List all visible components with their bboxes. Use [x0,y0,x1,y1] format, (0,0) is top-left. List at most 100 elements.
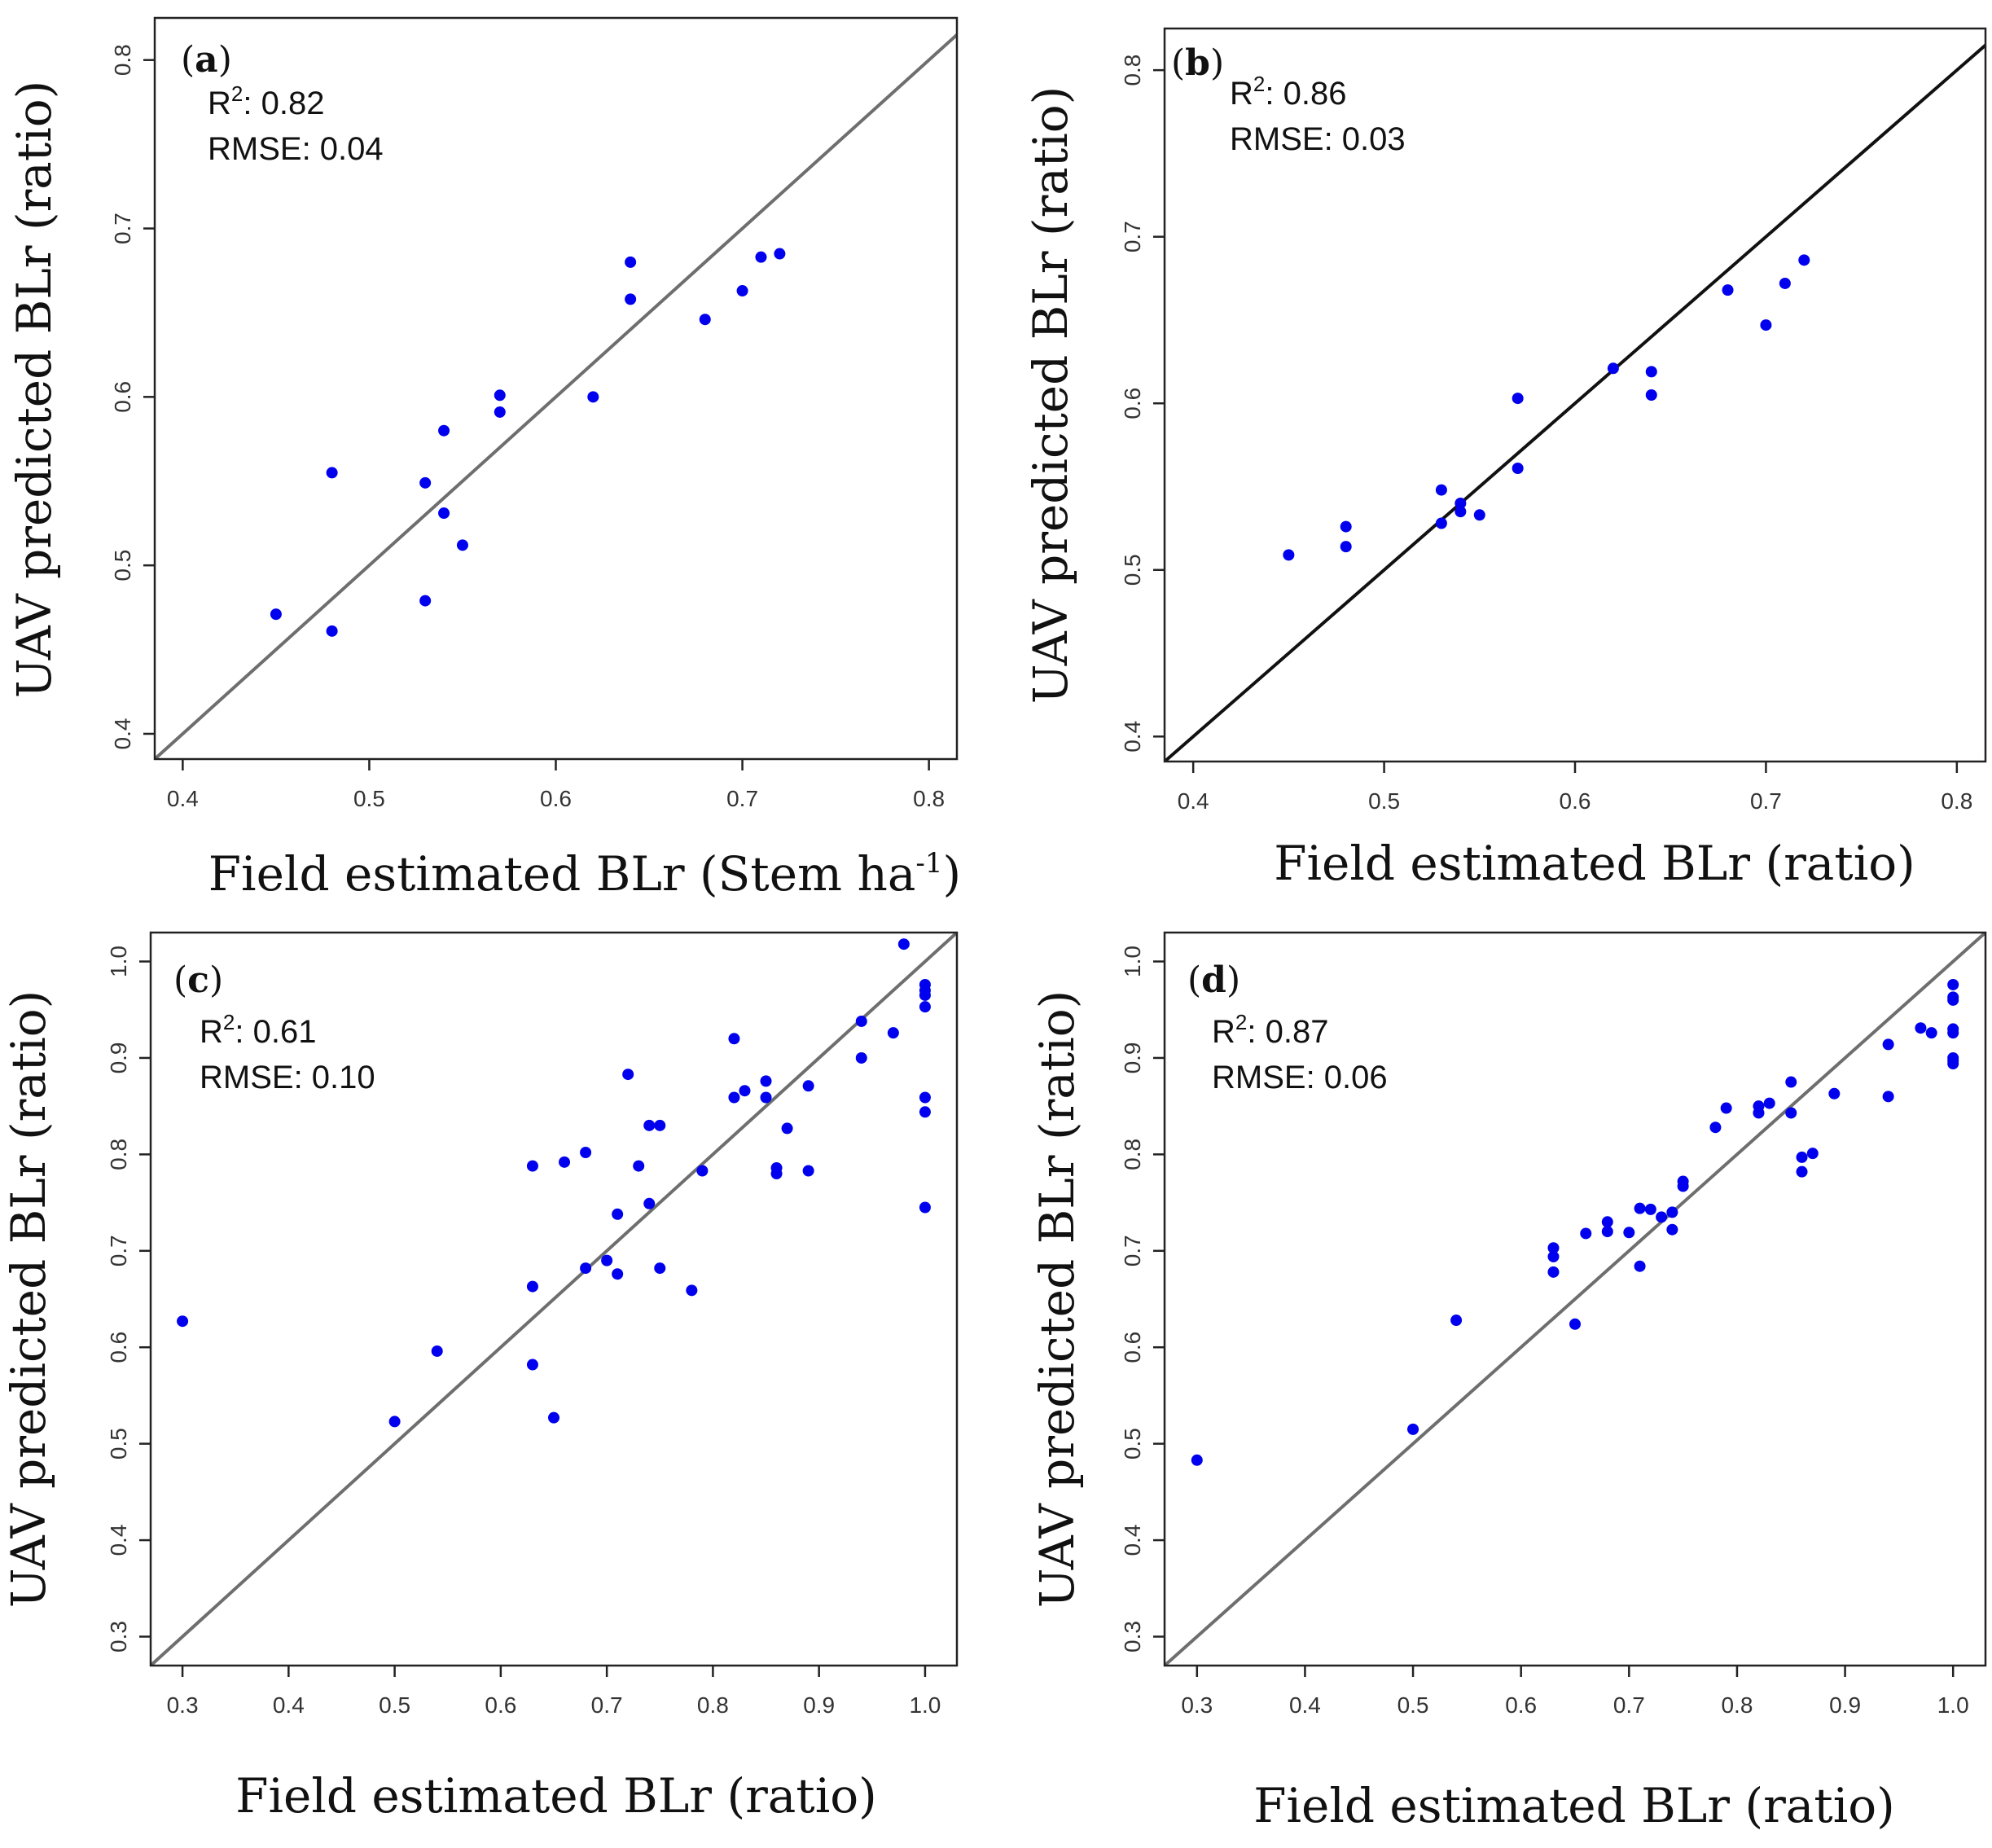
data-point [1607,362,1619,375]
y-tick-label: 0.4 [106,1525,131,1556]
x-tick-label: 0.4 [1289,1692,1321,1718]
panel-a: 0.4 0.5 0.6 0.7 0.8 0.4 0.5 0.6 0.7 0.8 (a)R2: 0.8… [7,16,961,902]
data-point [1806,1148,1819,1160]
data-point [1512,463,1524,474]
rmse-text: RMSE: 0.10 [200,1060,375,1095]
x-tick-label: 0.9 [1829,1692,1861,1718]
y-tick-label: 0.7 [110,213,135,244]
data-point [643,1197,656,1209]
data-point [1191,1454,1203,1466]
r-squared-text: R2: 0.82 [208,81,324,121]
data-point [580,1262,592,1275]
x-tick-label: 0.8 [1941,788,1972,814]
data-point [802,1165,814,1177]
data-point [270,608,282,621]
data-point [1785,1107,1797,1119]
data-point [1601,1226,1613,1238]
x-tick-label: 0.5 [1368,788,1400,814]
data-point [686,1284,698,1297]
y-tick-label: 0.3 [106,1621,131,1653]
data-point [1796,1151,1808,1163]
data-point [1512,393,1524,405]
y-tick-label: 0.5 [106,1428,131,1460]
data-point [1796,1165,1808,1178]
data-point [774,248,786,260]
data-point [728,1091,740,1104]
data-point [1779,277,1791,289]
x-tick-label: 0.7 [726,786,758,811]
data-point [1580,1227,1592,1240]
r-squared-text: R2: 0.86 [1230,72,1346,112]
x-tick-label: 0.7 [591,1692,623,1718]
data-point [1763,1097,1775,1109]
x-tick-label: 0.3 [1181,1692,1213,1718]
data-point [728,1033,740,1045]
data-point [919,1001,931,1013]
data-point [1435,484,1447,496]
x-tick-label: 0.7 [1750,788,1782,814]
y-tick-label: 0.5 [1120,554,1145,586]
data-point [1709,1122,1722,1134]
y-tick-label: 0.6 [106,1332,131,1363]
data-point [1722,284,1734,296]
x-tick-label: 0.4 [167,786,199,811]
panel-label: (b) [1171,42,1224,84]
data-point [919,989,931,1001]
data-point [388,1416,401,1428]
data-point [1798,254,1810,266]
data-point [897,938,910,950]
r-squared-text: R2: 0.87 [1212,1010,1328,1050]
y-tick-label: 0.3 [1120,1621,1145,1653]
x-tick-label: 0.8 [697,1692,729,1718]
plot-frame [149,931,959,1667]
data-point [654,1119,666,1131]
data-point [1677,1180,1689,1192]
data-point [760,1075,772,1087]
panel-label: (c) [173,959,223,1001]
data-point [633,1160,645,1172]
x-axis-label: Field estimated BLr (ratio) [235,1768,877,1824]
data-point [887,1027,899,1039]
x-tick-label: 0.8 [913,786,945,811]
y-tick-label: 0.6 [1120,1332,1145,1363]
panel-d: 0.3 0.4 0.5 0.6 0.7 0.8 0.9 1.0 0.3 0.4 0.5 0.6 0.7 0… [1029,931,1987,1833]
data-point [548,1411,559,1424]
data-point [781,1122,793,1135]
y-tick-label: 0.4 [1120,1525,1145,1556]
data-point [919,1106,931,1118]
y-tick-label: 0.4 [1120,721,1145,753]
y-axis-label: UAV predicted BLr (ratio) [7,81,62,699]
data-point [1601,1216,1613,1228]
data-point [1547,1242,1560,1254]
x-tick-label: 0.6 [1505,1692,1537,1718]
data-point [559,1156,571,1168]
x-tick-label: 0.6 [1560,788,1591,814]
y-tick-label: 0.6 [1120,388,1145,419]
data-point [419,476,432,489]
data-point [1407,1423,1419,1435]
data-point [438,424,450,437]
data-point [526,1280,538,1293]
data-point [456,539,468,551]
data-point [1547,1250,1560,1262]
x-tick-label: 0.5 [379,1692,410,1718]
data-point [622,1069,634,1081]
data-point [1645,366,1657,378]
data-point [919,1201,931,1214]
data-point [625,293,637,305]
data-point [855,1051,867,1064]
one-to-one-line [151,933,957,1666]
y-axis-label: UAV predicted BLr (ratio) [1,990,56,1609]
data-point [1435,517,1447,529]
data-point [494,389,506,402]
y-tick-label: 0.8 [1120,55,1145,86]
data-point [1882,1038,1894,1051]
x-tick-label: 0.7 [1613,1692,1645,1718]
data-point [612,1268,624,1280]
panel-label: (a) [181,39,232,81]
plot-frame [153,16,959,761]
y-tick-label: 0.5 [1120,1428,1145,1460]
x-tick-label: 0.9 [803,1692,835,1718]
y-tick-label: 0.7 [1120,221,1145,252]
rmse-text: RMSE: 0.03 [1230,121,1406,157]
